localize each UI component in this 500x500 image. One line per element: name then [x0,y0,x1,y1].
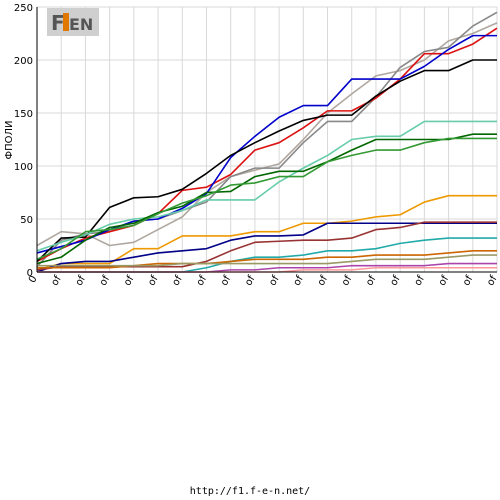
x-tick-label: of [437,274,452,288]
x-tick-label: of [219,274,234,288]
series-1 [36,22,498,247]
series-5 [36,59,497,262]
series-6 [36,120,497,252]
x-tick-label: of [74,274,89,288]
series-line [36,59,497,262]
series-4 [36,34,497,254]
series-line [36,120,497,252]
x-tick-label: of [171,274,186,288]
series-14 [37,254,497,267]
series-line [37,254,497,267]
x-tick-label: of [485,274,500,288]
series-7 [36,133,497,265]
x-tick-label: of [388,274,403,288]
chart-series [36,11,498,273]
series-3 [36,27,498,263]
series-8 [36,137,497,261]
series-13 [37,250,497,269]
x-tick-label: of [267,274,282,288]
x-tick-label: of [243,274,258,288]
series-line [36,34,497,254]
x-tick-label: of [413,274,428,288]
series-line [36,137,497,261]
series-line [36,22,498,247]
x-tick-label: of [195,274,210,288]
footer-url: http://f1.f-e-n.net/ [189,486,311,497]
x-tick-label: of [364,274,379,288]
y-tick-label: 50 [20,215,33,226]
fen-logo: F EN [47,8,99,36]
y-tick-label: 0 [27,268,33,279]
y-tick-label: 250 [14,3,33,14]
series-line [36,27,498,263]
x-tick-label: of [340,274,355,288]
y-tick-label: 100 [14,162,33,173]
x-tick-label: of [122,274,137,288]
y-tick-label: 150 [14,109,33,120]
y-tick-label: 200 [14,56,33,67]
series-line [36,133,497,265]
x-tick-label: of [146,274,161,288]
x-tick-label: of [98,274,113,288]
svg-text:F: F [51,11,65,35]
series-line [37,250,497,269]
x-tick-label: of [316,274,331,288]
x-tick-label: of [461,274,476,288]
x-tick-label: 0 [27,274,40,285]
x-tick-label: of [49,274,64,288]
svg-text:EN: EN [69,15,93,34]
y-axis-label: ФПОЛИ [4,121,15,160]
x-tick-label: of [292,274,307,288]
